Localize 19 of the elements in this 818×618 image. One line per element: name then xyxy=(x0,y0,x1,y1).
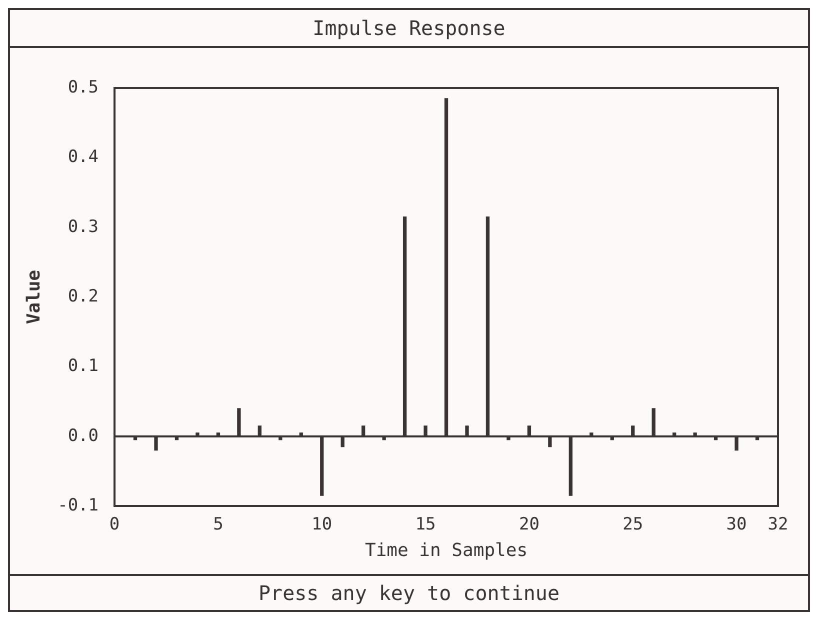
x-tick-label: 32 xyxy=(768,514,788,535)
y-axis-title: Value xyxy=(23,270,44,324)
x-tick-label: 5 xyxy=(213,514,224,535)
y-tick-label: 0.2 xyxy=(68,286,99,306)
text: Press any key to continue xyxy=(8,574,810,612)
x-axis-title: Time in Samples xyxy=(364,540,528,561)
y-tick-label: -0.1 xyxy=(58,495,99,516)
x-tick-label: 10 xyxy=(312,514,332,535)
y-tick-label: 0.0 xyxy=(68,426,99,446)
y-tick-label: 0.5 xyxy=(68,77,99,98)
chart-title: Impulse Response xyxy=(8,8,810,48)
x-tick-label: 15 xyxy=(415,514,436,535)
x-tick-label: 30 xyxy=(726,514,747,535)
y-tick-label: 0.4 xyxy=(68,147,99,168)
y-tick-label: 0.1 xyxy=(68,356,99,376)
x-tick-label: 0 xyxy=(109,514,120,535)
x-tick-label: 20 xyxy=(518,514,540,535)
y-tick-label: 0.3 xyxy=(68,216,99,237)
x-tick-label: 25 xyxy=(622,514,644,535)
